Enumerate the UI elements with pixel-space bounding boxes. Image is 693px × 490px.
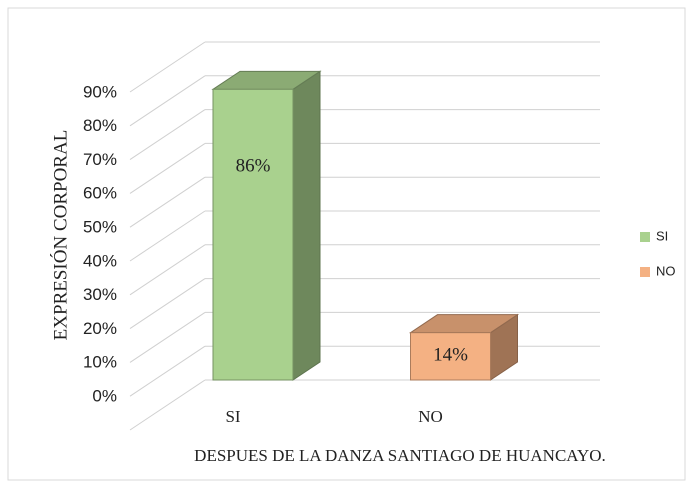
x-tick-label: NO bbox=[418, 407, 443, 426]
bar-side bbox=[292, 70, 321, 381]
y-tick-label: 50% bbox=[83, 217, 117, 236]
grid-line bbox=[129, 176, 206, 228]
bar bbox=[410, 332, 491, 381]
y-tick-label: 10% bbox=[83, 353, 117, 372]
y-tick-label: 60% bbox=[83, 184, 117, 203]
grid-line bbox=[129, 142, 206, 194]
legend-swatch bbox=[640, 232, 650, 242]
legend-label: NO bbox=[656, 263, 676, 278]
bar bbox=[212, 88, 294, 381]
grid-line bbox=[129, 210, 206, 262]
y-tick-label: 20% bbox=[83, 319, 117, 338]
grid-line bbox=[129, 311, 206, 363]
data-label: 86% bbox=[236, 155, 271, 176]
y-tick-label: 80% bbox=[83, 116, 117, 135]
grid-line bbox=[129, 278, 206, 330]
grid-line bbox=[129, 109, 206, 161]
grid-line bbox=[129, 379, 206, 431]
y-tick-label: 0% bbox=[92, 386, 117, 405]
x-axis-title: DESPUES DE LA DANZA SANTIAGO DE HUANCAYO… bbox=[194, 446, 606, 465]
y-tick-label: 40% bbox=[83, 251, 117, 270]
grid-line bbox=[129, 244, 206, 296]
grid-line bbox=[129, 345, 206, 397]
y-tick-label: 90% bbox=[83, 82, 117, 101]
legend-label: SI bbox=[656, 228, 668, 243]
y-tick-label: 30% bbox=[83, 285, 117, 304]
data-label: 14% bbox=[433, 345, 468, 366]
legend-swatch bbox=[640, 267, 650, 277]
chart-frame bbox=[7, 7, 686, 481]
y-tick-label: 70% bbox=[83, 150, 117, 169]
grid-line bbox=[129, 41, 206, 93]
y-axis-title: EXPRESIÓN CORPORAL bbox=[49, 130, 71, 341]
x-tick-label: SI bbox=[225, 407, 240, 426]
grid-line bbox=[129, 75, 206, 127]
